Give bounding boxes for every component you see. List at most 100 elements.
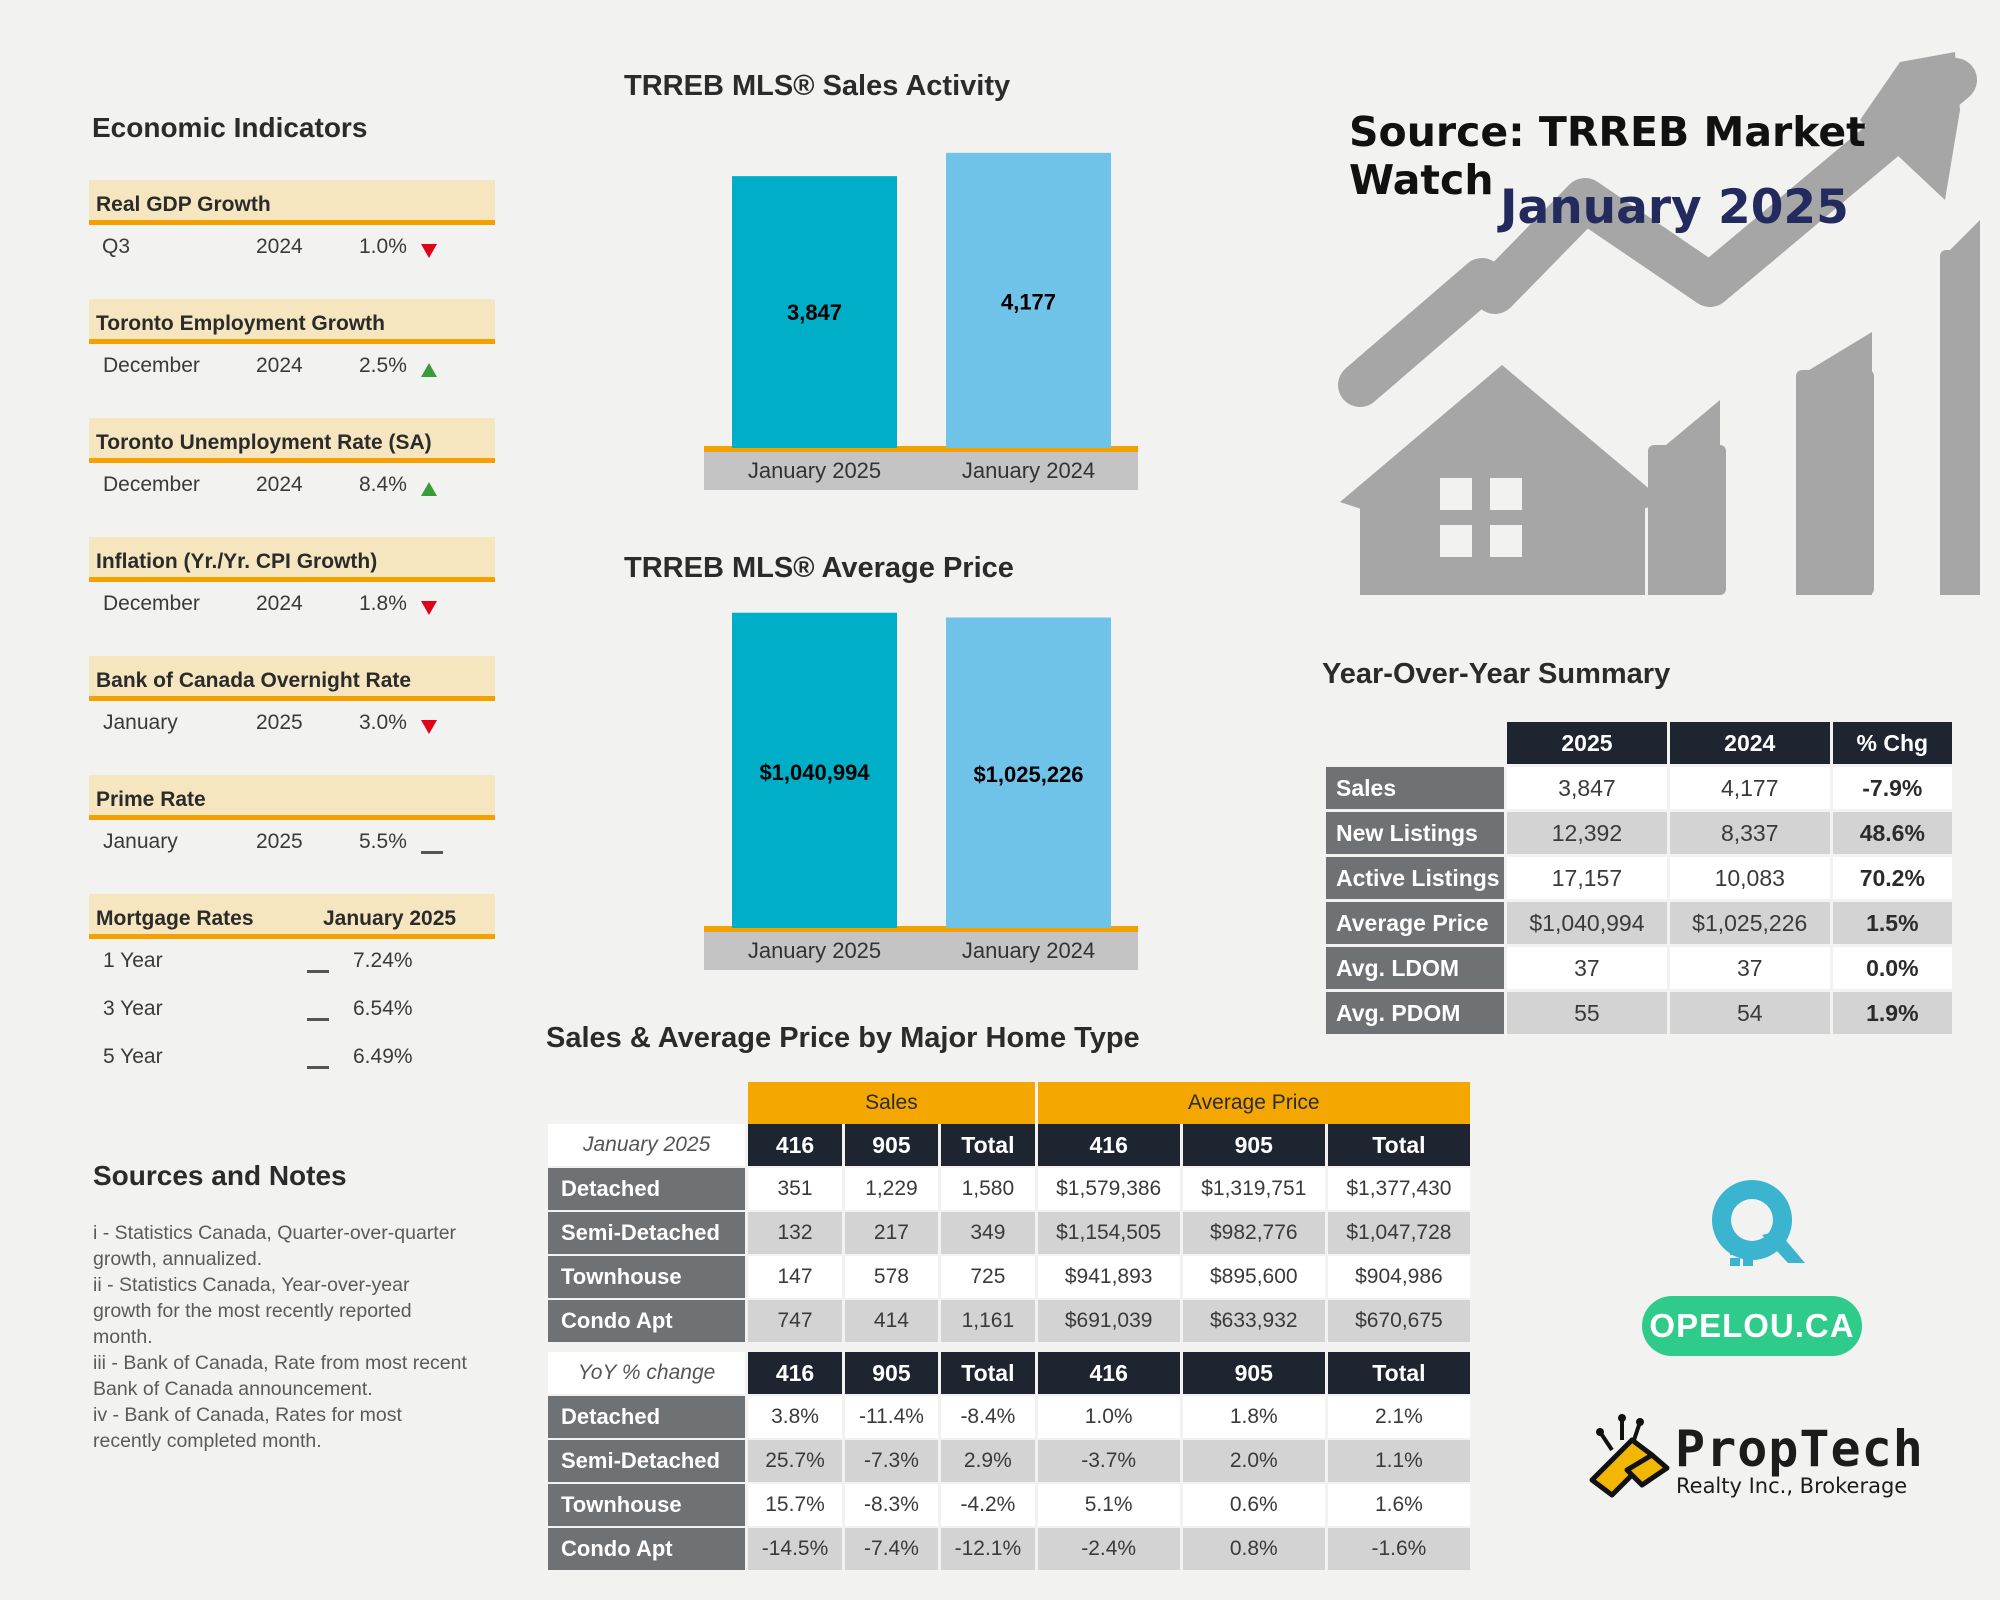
mortgage-label: Mortgage Rates	[96, 907, 254, 930]
table-cell: 54	[1666, 989, 1830, 1034]
table-cell: 2.9%	[938, 1438, 1035, 1482]
mortgage-value: 6.49%	[353, 1045, 413, 1068]
note-line: recently completed month.	[93, 1430, 322, 1452]
row-label: Townhouse	[548, 1482, 746, 1526]
table-cell: $691,039	[1034, 1298, 1180, 1342]
mortgage-row: 3 Year 6.54%	[89, 989, 495, 1029]
average-price-chart: $1,040,994 January 2025 $1,025,226 January …	[704, 612, 1138, 970]
indicator-value: 8.4%	[359, 473, 407, 496]
group-header: Average Price	[1034, 1082, 1470, 1124]
table-cell: 37	[1666, 944, 1830, 989]
sales-activity-title: TRREB MLS® Sales Activity	[624, 70, 1011, 102]
table-cell: 1.8%	[1179, 1394, 1325, 1438]
table-cell: 1.5%	[1829, 899, 1952, 944]
data-label: $1,025,226	[973, 762, 1083, 787]
category-band	[704, 928, 1138, 970]
note-line: iv - Bank of Canada, Rates for most	[93, 1404, 402, 1426]
table-cell: 2.0%	[1179, 1438, 1325, 1482]
indicator-year: 2024	[256, 592, 303, 615]
table-cell: $1,377,430	[1324, 1166, 1470, 1210]
mortgage-period: January 2025	[323, 907, 457, 930]
note-line: growth, annualized.	[93, 1248, 263, 1270]
table-cell: 12,392	[1504, 809, 1667, 854]
table-cell: 8,337	[1666, 809, 1830, 854]
column-header: Total	[938, 1342, 1035, 1394]
note-line: growth for the most recently reported	[93, 1300, 412, 1322]
column-header: Total	[938, 1124, 1035, 1166]
table-cell: 70.2%	[1829, 854, 1952, 899]
table-cell: $670,675	[1324, 1298, 1470, 1342]
indicator-year: 2024	[256, 235, 303, 258]
indicator-header: Inflation (Yr./Yr. CPI Growth)	[89, 537, 495, 582]
flat-dash-icon	[307, 959, 329, 983]
indicator-year: 2025	[256, 830, 303, 853]
table-row: Semi-Detached 25.7% -7.3% 2.9% -3.7% 2.0% 1.1%	[548, 1438, 1470, 1482]
bar	[732, 176, 897, 448]
table-cell: 2.1%	[1324, 1394, 1470, 1438]
column-header-row: YoY % change 416 905 Total 416 905 Total	[548, 1342, 1470, 1394]
average-price-title: TRREB MLS® Average Price	[624, 552, 1014, 584]
table-cell: 1.1%	[1324, 1438, 1470, 1482]
group-header: Sales	[745, 1082, 1035, 1124]
group-header-row: Sales Average Price	[548, 1082, 1470, 1124]
indicator-year: 2025	[256, 711, 303, 734]
indicator-value: 1.8%	[359, 592, 407, 615]
indicator-header: Toronto Employment Growth	[89, 299, 495, 344]
proptech-subtitle: Realty Inc., Brokerage	[1676, 1474, 1908, 1498]
table-cell: -1.6%	[1324, 1526, 1470, 1570]
indicator-row: January 2025 3.0%	[89, 703, 495, 743]
category-label: January 2024	[962, 938, 1095, 963]
table-cell: 37	[1504, 944, 1667, 989]
table-row: Avg. LDOM 37 37 0.0%	[1326, 944, 1952, 989]
proptech-name: PropTech	[1675, 1420, 1924, 1478]
table-cell: $1,579,386	[1034, 1166, 1180, 1210]
row-label: Condo Apt	[548, 1298, 746, 1342]
table-cell: $941,893	[1034, 1254, 1180, 1298]
table-row: New Listings 12,392 8,337 48.6%	[1326, 809, 1952, 854]
indicator-period: Q3	[102, 235, 131, 258]
table-cell: 351	[745, 1166, 842, 1210]
note-line: Bank of Canada announcement.	[93, 1378, 373, 1400]
indicator-year: 2024	[256, 473, 303, 496]
bar	[946, 617, 1111, 928]
table-cell: -3.7%	[1034, 1438, 1180, 1482]
table-cell: $633,932	[1179, 1298, 1325, 1342]
indicator-value: 5.5%	[359, 830, 407, 853]
row-label: Active Listings	[1326, 854, 1505, 899]
table-cell: -12.1%	[938, 1526, 1035, 1570]
row-label: Townhouse	[548, 1254, 746, 1298]
table-row: Detached 351 1,229 1,580 $1,579,386 $1,319,75…	[548, 1166, 1470, 1210]
table-cell: 1.6%	[1324, 1482, 1470, 1526]
table-cell: 1.0%	[1034, 1394, 1180, 1438]
note-line: iii - Bank of Canada, Rate from most rec…	[93, 1352, 467, 1374]
table-cell: 25.7%	[745, 1438, 842, 1482]
table-cell: 147	[745, 1254, 842, 1298]
trend-up-icon	[421, 477, 437, 501]
sources-notes-title: Sources and Notes	[93, 1160, 347, 1191]
column-header: 2025	[1504, 722, 1667, 764]
table-row: Townhouse 15.7% -8.3% -4.2% 5.1% 0.6% 1.6%	[548, 1482, 1470, 1526]
row-label: Semi-Detached	[548, 1438, 746, 1482]
table-cell: -7.9%	[1829, 764, 1952, 809]
row-label: New Listings	[1326, 809, 1505, 854]
table-cell: 747	[745, 1298, 842, 1342]
table-cell: 4,177	[1666, 764, 1830, 809]
table-cell: 3,847	[1504, 764, 1667, 809]
row-label: Avg. PDOM	[1326, 989, 1505, 1034]
trend-flat-icon	[421, 840, 443, 864]
trend-down-icon	[421, 596, 437, 620]
indicator-row: December 2024 8.4%	[89, 465, 495, 505]
opelou-logo-icon	[1712, 1180, 1805, 1266]
indicator-period: December	[103, 473, 200, 496]
category-band	[704, 448, 1138, 490]
opelou-badge: OPELOU.CA	[1642, 1296, 1862, 1356]
indicator-period: January	[103, 830, 178, 853]
indicator-period: January	[103, 711, 178, 734]
table-cell: 578	[841, 1254, 939, 1298]
column-header: 416	[1034, 1124, 1180, 1166]
flat-dash-icon	[307, 1007, 329, 1031]
table-row: Sales 3,847 4,177 -7.9%	[1326, 764, 1952, 809]
row-label: Condo Apt	[548, 1526, 746, 1570]
note-line: month.	[93, 1326, 153, 1348]
column-header: 416	[1034, 1342, 1180, 1394]
